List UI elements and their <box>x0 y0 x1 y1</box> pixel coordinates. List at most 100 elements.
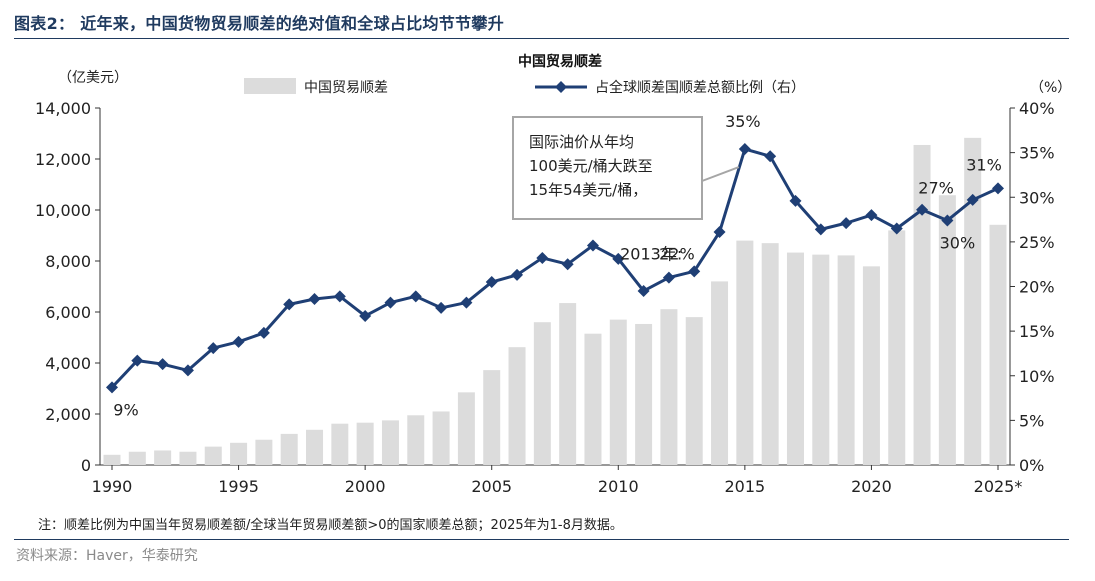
label-2015: 35% <box>725 112 761 131</box>
right-tick-label: 20% <box>1019 278 1055 297</box>
bar-1994 <box>204 446 222 465</box>
callout-line: 国际油价从年均 <box>529 133 634 151</box>
right-axis-unit: （%） <box>1030 80 1071 96</box>
bar-2017 <box>786 252 804 465</box>
legend-line-marker <box>555 81 567 93</box>
bar-2002 <box>407 415 425 465</box>
callout-pointer <box>701 166 740 182</box>
callout: 国际油价从年均 100美元/桶大跌至 15年54美元/桶， <box>512 116 740 220</box>
right-tick-label: 15% <box>1019 322 1055 341</box>
title-rule <box>14 38 1069 39</box>
right-tick-label: 40% <box>1019 99 1055 118</box>
bar-2003 <box>432 411 450 465</box>
point-2020 <box>865 209 878 222</box>
point-1994 <box>207 342 220 355</box>
point-2017 <box>789 194 802 207</box>
bar-2004 <box>457 392 475 465</box>
label-2013: 2013年: <box>620 244 682 263</box>
bar-1993 <box>179 451 197 465</box>
right-tick-label: 30% <box>1019 188 1055 207</box>
bar-2016 <box>761 243 779 465</box>
bar-2001 <box>381 420 399 465</box>
bar-2011 <box>635 323 653 465</box>
point-2023 <box>941 214 954 227</box>
left-tick-label: 8,000 <box>45 252 91 271</box>
bar-2007 <box>533 322 551 465</box>
point-2015 <box>738 143 751 156</box>
callout-line: 15年54美元/桶， <box>529 181 647 199</box>
point-2000 <box>359 309 372 322</box>
legend-bar-label: 中国贸易顺差 <box>304 80 388 96</box>
right-tick-label: 25% <box>1019 233 1055 252</box>
bar-2008 <box>559 303 577 465</box>
point-2002 <box>409 290 422 303</box>
bar-2012 <box>660 309 678 465</box>
point-2007 <box>536 251 549 264</box>
left-tick-label: 14,000 <box>35 99 91 118</box>
bar-2006 <box>508 347 526 465</box>
left-tick-label: 2,000 <box>45 405 91 424</box>
bar-2005 <box>483 370 501 465</box>
left-tick-label: 4,000 <box>45 354 91 373</box>
bar-1995 <box>230 442 248 465</box>
point-2021 <box>890 222 903 235</box>
x-tick-label: 1990 <box>92 477 133 496</box>
x-tick-label: 2015 <box>724 477 765 496</box>
point-1999 <box>333 290 346 303</box>
point-2012 <box>662 271 675 284</box>
point-1990 <box>106 381 118 394</box>
bar-2000 <box>356 422 374 465</box>
axes: 0 2,000 4,000 6,000 8,000 10,000 12,000 14,000 0… <box>35 99 1055 496</box>
bar-1999 <box>331 423 349 465</box>
x-tick-label: 1995 <box>218 477 259 496</box>
label-2025: 31% <box>966 155 1002 174</box>
bar-2015 <box>736 240 754 465</box>
label-1990: 9% <box>113 400 138 419</box>
point-2005 <box>485 276 498 289</box>
point-2004 <box>460 296 473 309</box>
point-2001 <box>384 296 397 309</box>
point-1993 <box>181 364 194 377</box>
point-1996 <box>257 326 270 339</box>
bar-1997 <box>280 433 298 465</box>
bar-2010 <box>609 319 627 465</box>
figure-title: 图表2： 近年来，中国货物贸易顺差的绝对值和全球占比均节节攀升 <box>14 14 505 33</box>
legend: 中国贸易顺差 占全球顺差国顺差总额比例（右） <box>244 78 805 96</box>
bar-1996 <box>255 439 273 465</box>
left-tick-label: 6,000 <box>45 303 91 322</box>
x-tick-label: 2000 <box>345 477 386 496</box>
point-2009 <box>586 239 599 252</box>
chart-note: 注：顺差比例为中国当年贸易顺差额/全球当年贸易顺差额>0的国家顺差总额；2025… <box>38 518 623 533</box>
label-2022: 27% <box>918 179 954 198</box>
label-2023: 30% <box>940 233 976 252</box>
point-2013 <box>688 265 701 278</box>
legend-bar-swatch <box>244 78 296 94</box>
bar-2018 <box>812 254 830 465</box>
line-series <box>106 143 1004 394</box>
x-tick-label: 2020 <box>851 477 892 496</box>
right-tick-label: 35% <box>1019 144 1055 163</box>
point-2016 <box>764 150 777 163</box>
left-tick-label: 10,000 <box>35 201 91 220</box>
bar-2023 <box>938 195 956 465</box>
point-2018 <box>814 223 827 236</box>
right-tick-label: 0% <box>1019 456 1044 475</box>
point-2025 <box>992 182 1004 195</box>
bar-1998 <box>306 429 324 465</box>
left-axis-unit: （亿美元） <box>58 70 128 86</box>
bar-2020 <box>862 266 880 465</box>
point-1991 <box>131 354 144 367</box>
callout-box <box>512 116 703 220</box>
point-2024 <box>966 193 979 206</box>
point-2022 <box>916 203 929 216</box>
left-tick-label: 12,000 <box>35 150 91 169</box>
point-2019 <box>840 217 853 230</box>
chart-title: 中国贸易顺差 <box>518 53 602 70</box>
bar-2013 <box>685 317 703 465</box>
source-text: 资料来源：Haver，华泰研究 <box>16 548 198 564</box>
point-2008 <box>561 258 574 271</box>
bar-2009 <box>584 333 602 465</box>
right-tick-label: 5% <box>1019 411 1044 430</box>
point-1997 <box>283 298 296 311</box>
